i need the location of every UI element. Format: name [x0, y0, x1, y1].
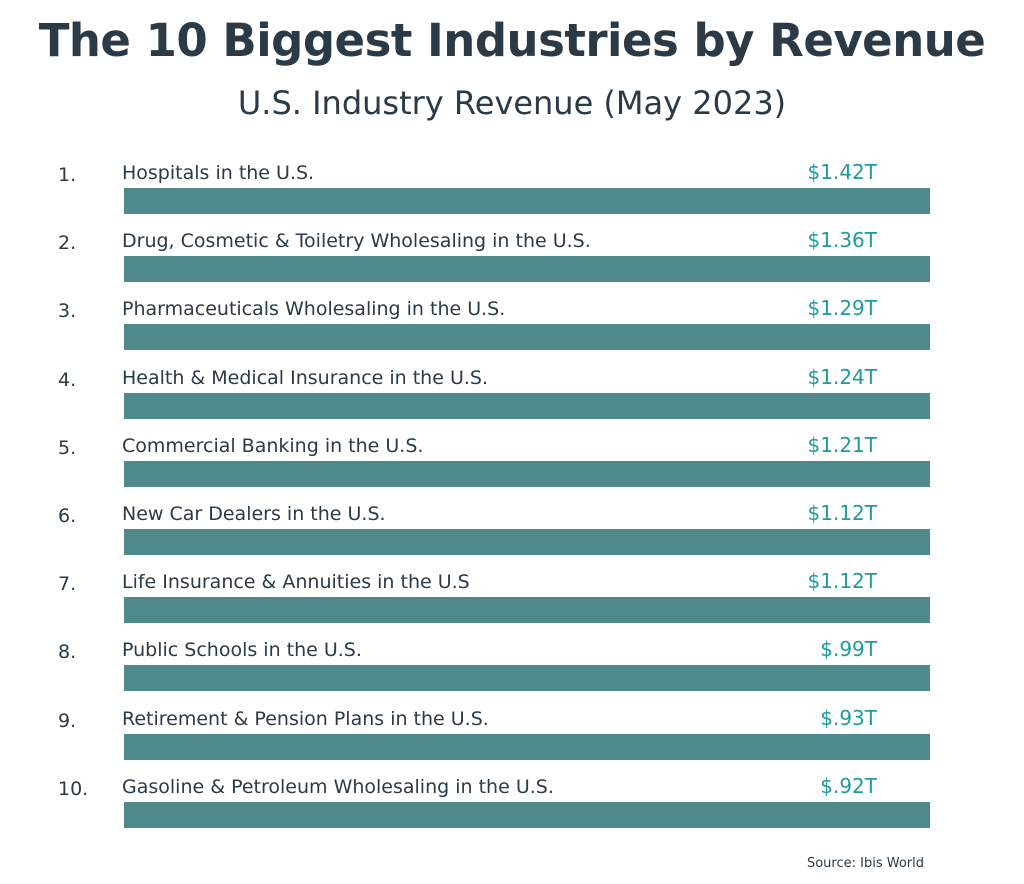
rank-number: 10. [58, 778, 89, 800]
category-label: Drug, Cosmetic & Toiletry Wholesaling in… [122, 230, 591, 252]
revenue-bar [124, 324, 930, 350]
rank-number: 1. [58, 164, 77, 186]
revenue-bar [124, 802, 930, 828]
value-label: $1.24T [807, 365, 877, 389]
value-label: $1.29T [807, 296, 877, 320]
category-label: Public Schools in the U.S. [122, 639, 362, 661]
rank-number: 3. [58, 300, 77, 322]
category-label: New Car Dealers in the U.S. [122, 503, 386, 525]
revenue-bar [124, 256, 930, 282]
value-label: $.99T [820, 637, 877, 661]
revenue-bar [124, 734, 930, 760]
value-label: $.92T [820, 774, 877, 798]
category-label: Health & Medical Insurance in the U.S. [122, 367, 489, 389]
rank-number: 6. [58, 505, 77, 527]
revenue-bar [124, 461, 930, 487]
revenue-bar [124, 529, 930, 555]
chart-title: The 10 Biggest Industries by Revenue [38, 14, 986, 67]
category-label: Pharmaceuticals Wholesaling in the U.S. [122, 298, 506, 320]
revenue-bar [124, 597, 930, 623]
rank-number: 8. [58, 641, 77, 663]
chart-subtitle: U.S. Industry Revenue (May 2023) [237, 84, 787, 122]
rank-number: 4. [58, 369, 77, 391]
category-label: Retirement & Pension Plans in the U.S. [122, 708, 489, 730]
rank-number: 5. [58, 437, 77, 459]
value-label: $.93T [820, 706, 877, 730]
value-label: $1.12T [807, 501, 877, 525]
value-label: $1.36T [807, 228, 877, 252]
rank-number: 9. [58, 710, 77, 732]
revenue-bar [124, 393, 930, 419]
revenue-bar [124, 665, 930, 691]
category-label: Commercial Banking in the U.S. [122, 435, 424, 457]
value-label: $1.42T [807, 160, 877, 184]
value-label: $1.21T [807, 433, 877, 457]
revenue-bar [124, 188, 930, 214]
rank-number: 7. [58, 573, 77, 595]
rank-number: 2. [58, 232, 77, 254]
category-label: Hospitals in the U.S. [122, 162, 315, 184]
source-note: Source: Ibis World [806, 856, 924, 871]
value-label: $1.12T [807, 569, 877, 593]
category-label: Life Insurance & Annuities in the U.S [122, 571, 470, 593]
category-label: Gasoline & Petroleum Wholesaling in the … [122, 776, 554, 798]
